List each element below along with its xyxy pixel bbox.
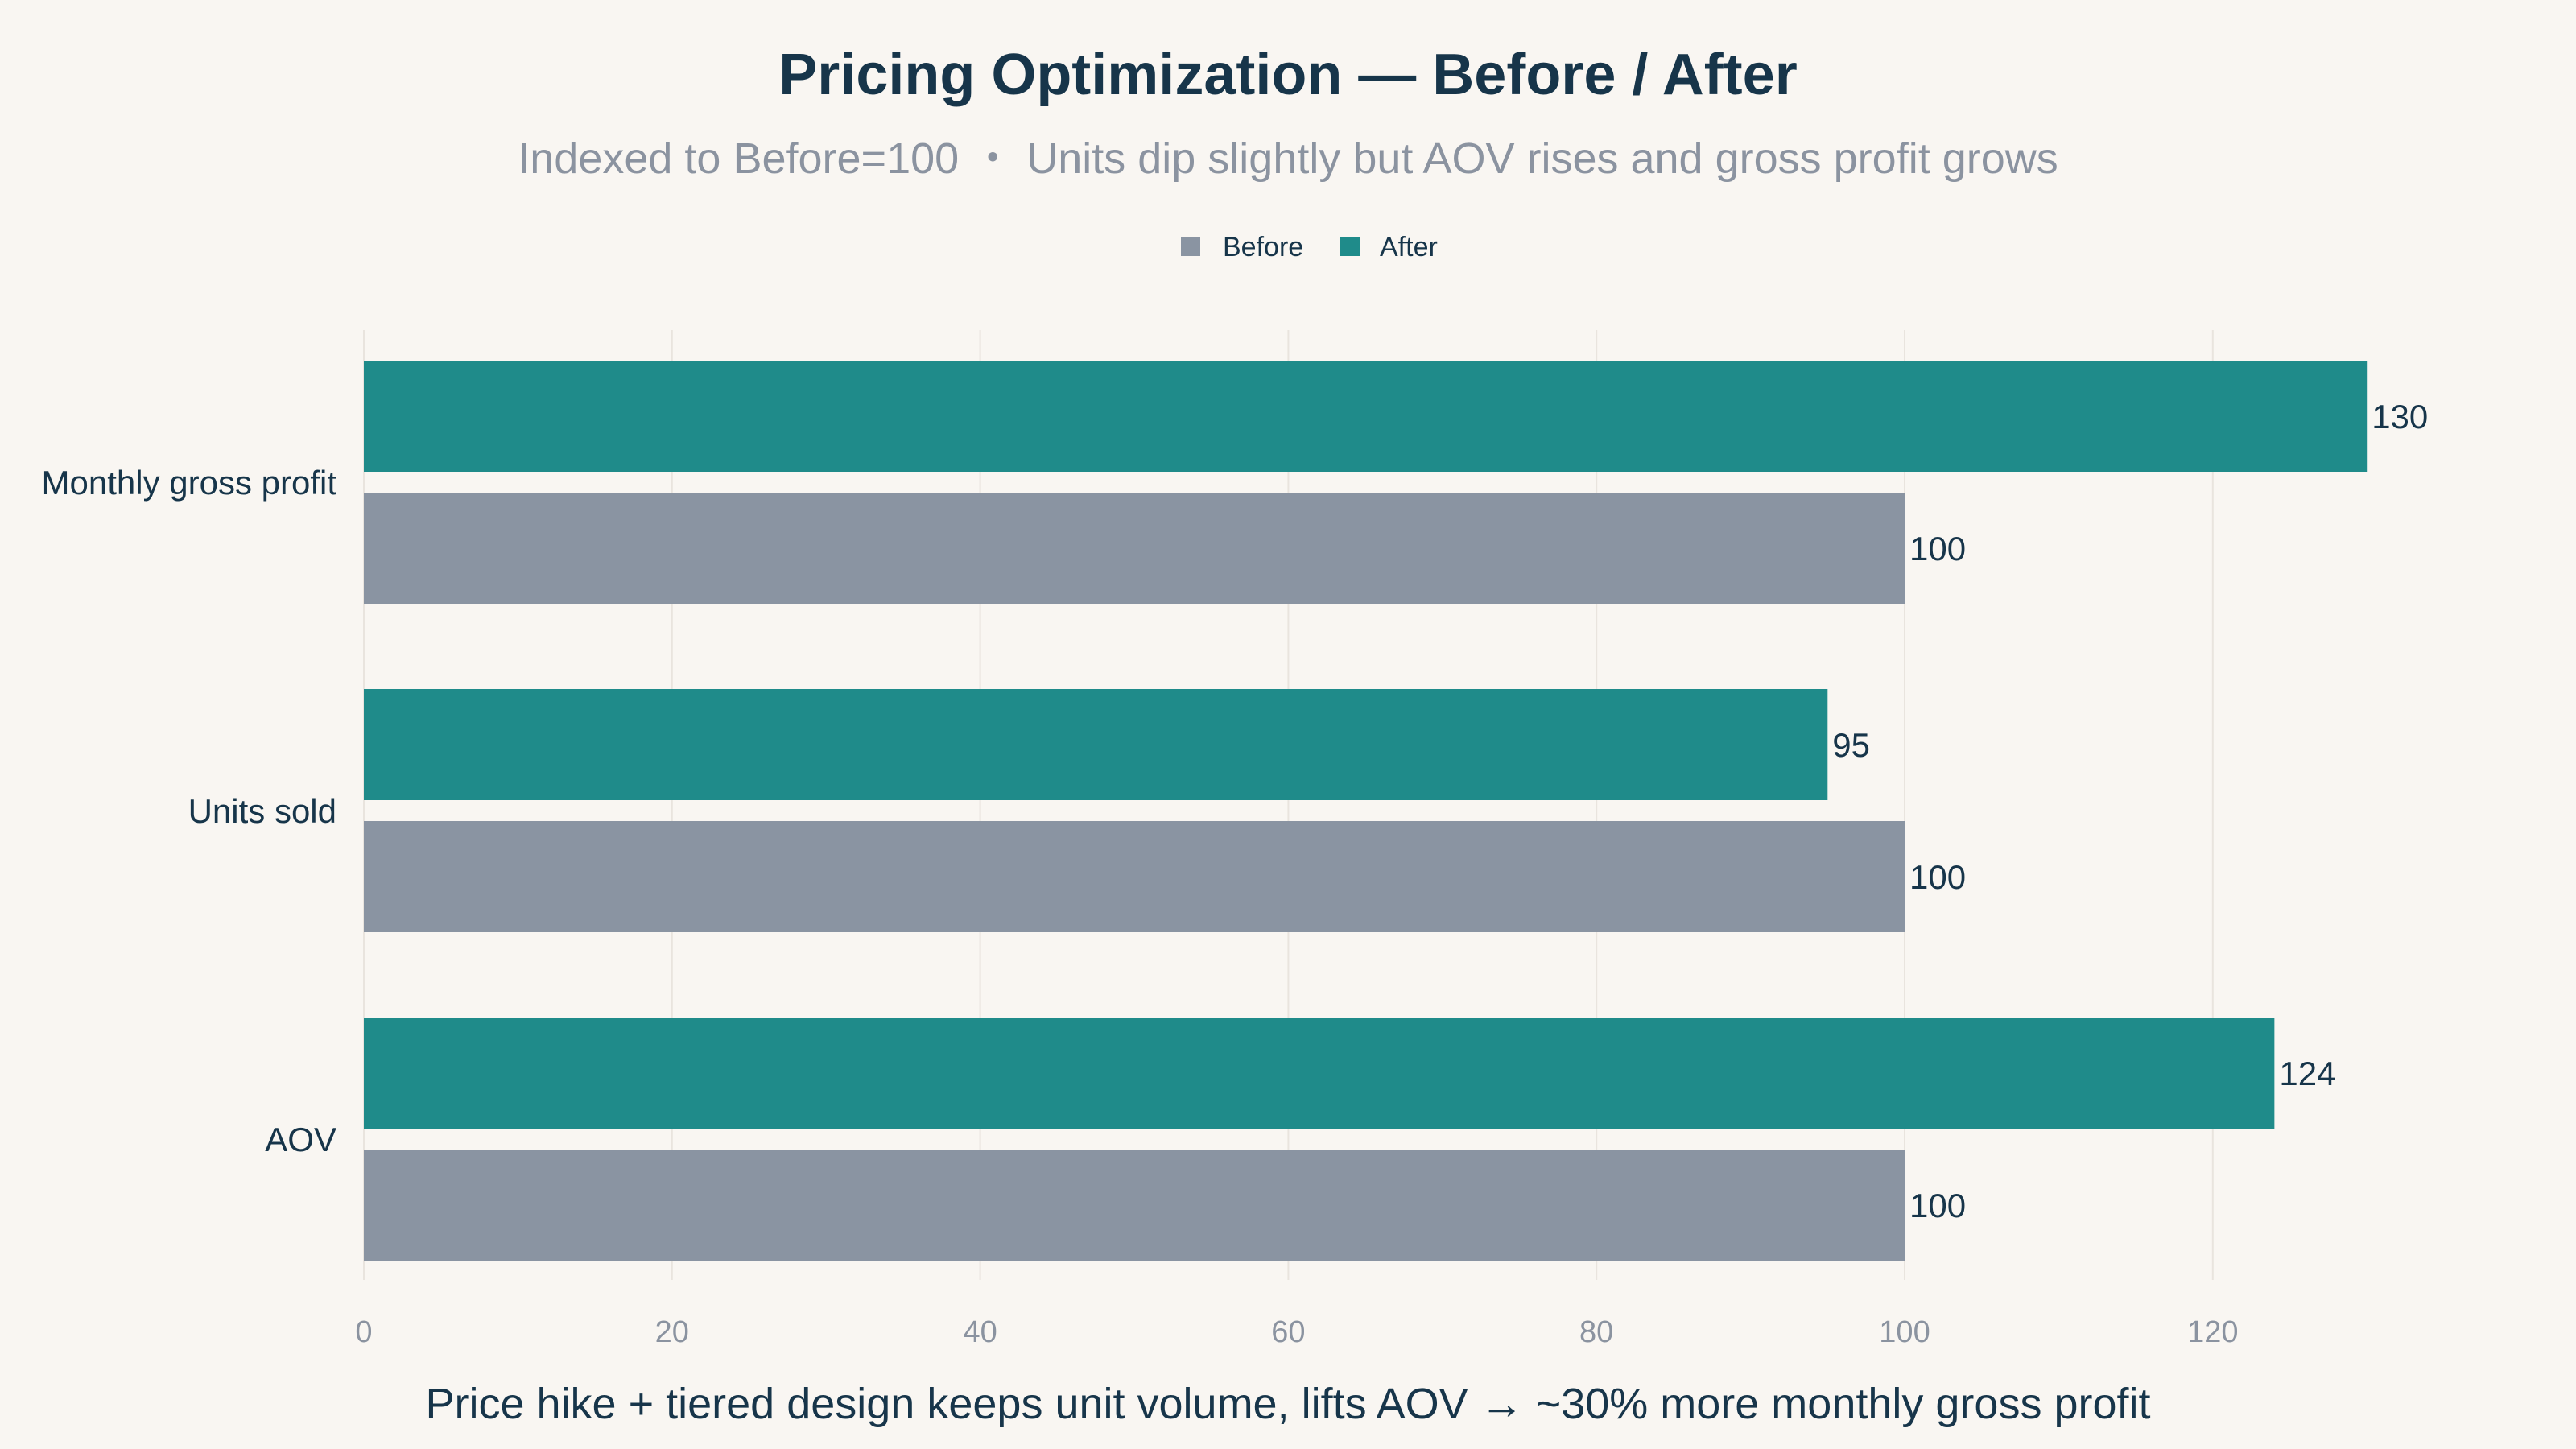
bar-before xyxy=(364,821,1905,932)
legend: Before After xyxy=(1181,232,1438,262)
data-label-after: 95 xyxy=(1832,726,1870,764)
data-label-before: 100 xyxy=(1909,858,1966,896)
data-label-after: 130 xyxy=(2372,398,2428,436)
data-labels: 130 100 95 100 124 100 xyxy=(1832,398,2428,1224)
category-label: Monthly gross profit xyxy=(42,464,337,502)
category-labels: Monthly gross profit Units sold AOV xyxy=(42,464,337,1158)
x-tick-label: 120 xyxy=(2187,1315,2238,1349)
category-label: AOV xyxy=(265,1121,336,1158)
bars xyxy=(364,361,2368,1261)
bar-before xyxy=(364,1150,1905,1261)
data-label-before: 100 xyxy=(1909,1187,1966,1224)
data-label-after: 124 xyxy=(2279,1055,2335,1092)
bar-after xyxy=(364,361,2368,472)
chart-title: Pricing Optimization — Before / After xyxy=(778,43,1797,107)
x-axis-ticks: 0 20 40 60 80 100 120 xyxy=(355,1315,2238,1349)
chart-caption: Price hike + tiered design keeps unit vo… xyxy=(426,1380,2151,1428)
legend-label-after: After xyxy=(1380,232,1438,262)
bar-before xyxy=(364,493,1905,604)
chart-subtitle: Indexed to Before=100 ・ Units dip slight… xyxy=(518,134,2058,183)
bar-after xyxy=(364,689,1828,800)
x-tick-label: 40 xyxy=(963,1315,997,1349)
legend-swatch-after xyxy=(1340,237,1360,256)
data-label-before: 100 xyxy=(1909,530,1966,568)
x-tick-label: 100 xyxy=(1879,1315,1930,1349)
bar-after xyxy=(364,1018,2275,1129)
legend-swatch-before xyxy=(1181,237,1200,256)
x-tick-label: 20 xyxy=(655,1315,689,1349)
x-tick-label: 60 xyxy=(1271,1315,1305,1349)
category-label: Units sold xyxy=(188,792,336,830)
x-tick-label: 0 xyxy=(355,1315,372,1349)
legend-label-before: Before xyxy=(1223,232,1303,262)
x-tick-label: 80 xyxy=(1579,1315,1613,1349)
